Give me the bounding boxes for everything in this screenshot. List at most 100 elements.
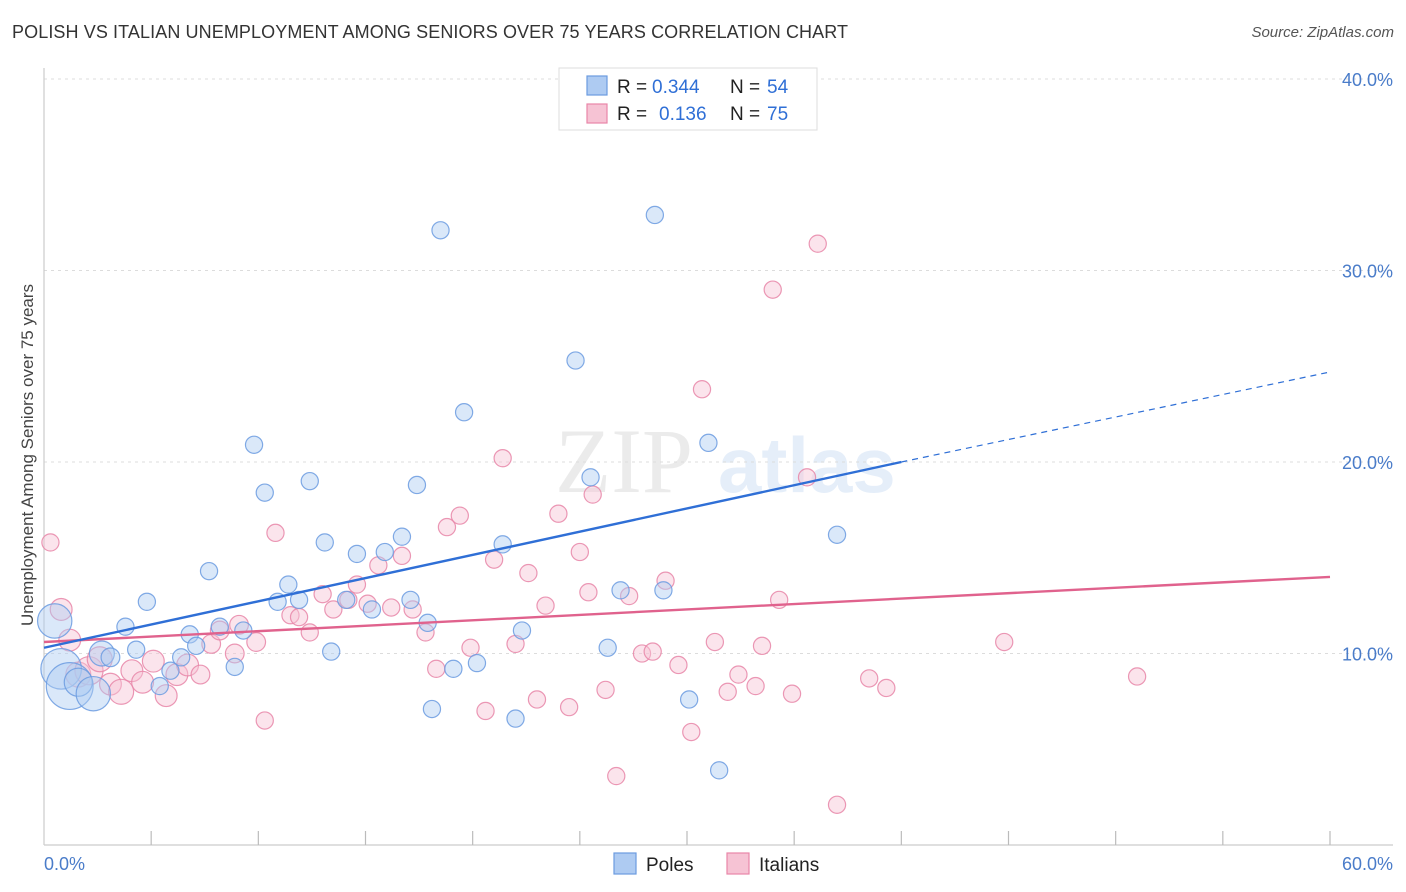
poles-point — [827, 525, 847, 544]
italians-point — [808, 234, 827, 253]
poles-point — [210, 617, 229, 636]
italians-point — [570, 542, 590, 562]
italians-point — [461, 638, 480, 657]
italians-point — [141, 649, 165, 673]
italians-point — [718, 682, 737, 701]
poles-point — [375, 542, 394, 562]
chart-title: POLISH VS ITALIAN UNEMPLOYMENT AMONG SEN… — [12, 22, 849, 42]
italians-point — [382, 598, 401, 617]
italians-point — [131, 670, 155, 694]
y-tick-label: 30.0% — [1342, 262, 1393, 282]
poles-point — [45, 662, 94, 711]
italians-point — [669, 655, 688, 675]
italians-point — [860, 669, 879, 688]
italians-point — [246, 632, 267, 652]
italians-point — [729, 665, 748, 684]
poles-point — [337, 590, 356, 610]
poles-point — [315, 533, 334, 552]
poles-point — [75, 675, 112, 712]
y-axis-tick-labels: 10.0% 20.0% 30.0% 40.0% — [1342, 70, 1393, 665]
poles-point — [279, 575, 298, 594]
x-axis-ticks — [150, 831, 1331, 845]
poles-point — [347, 544, 367, 564]
italians-point — [255, 711, 274, 730]
italians-point — [493, 448, 512, 468]
italians-point — [559, 697, 579, 717]
poles-point — [255, 483, 274, 502]
poles-trend-extension — [901, 371, 1331, 463]
italians-point — [746, 676, 765, 696]
legend-poles-n-label: N = — [730, 77, 760, 98]
italians-point — [154, 684, 178, 708]
poles-point — [186, 636, 206, 656]
poles-point — [100, 647, 121, 668]
poles-point — [512, 621, 532, 640]
poles-trend-line — [43, 460, 902, 649]
x-tick-label-min: 0.0% — [44, 854, 85, 874]
series-legend-swatch-poles — [613, 852, 637, 875]
poles-point — [645, 205, 665, 225]
series-legend-label-poles: Poles — [646, 855, 694, 876]
legend-poles-n-value: 54 — [767, 77, 789, 98]
poles-point — [300, 471, 319, 491]
legend-poles-r-label: R = — [617, 77, 647, 98]
poles-point — [126, 640, 146, 659]
italians-point — [209, 620, 230, 641]
poles-point — [506, 709, 525, 728]
y-axis-title: Unemployment Among Seniors over 75 years — [18, 284, 37, 626]
poles-point — [199, 561, 219, 581]
italians-point — [392, 546, 412, 566]
correlation-legend: R = 0.344 N = 54 R = 0.136 N = 75 — [558, 67, 818, 131]
axes — [43, 68, 1393, 846]
poles-point — [581, 468, 600, 487]
italians-point — [579, 583, 598, 602]
poles-point — [407, 475, 427, 495]
italians-point — [705, 632, 725, 652]
poles-point — [679, 690, 699, 709]
poles-point — [611, 581, 630, 600]
legend-italians-n-value: 75 — [767, 104, 788, 125]
italians-point — [450, 506, 469, 525]
x-tick-label-max: 60.0% — [1342, 854, 1393, 874]
italians-point — [190, 664, 211, 685]
poles-point — [36, 603, 73, 639]
poles-point — [322, 642, 341, 661]
italians-point — [313, 584, 332, 604]
italians-point — [519, 563, 538, 583]
italians-point — [224, 643, 245, 664]
series-legend-label-italians: Italians — [759, 855, 819, 876]
italians-point — [289, 607, 309, 627]
y-tick-label: 40.0% — [1342, 70, 1393, 90]
legend-swatch-poles — [586, 75, 608, 96]
italians-point — [437, 517, 457, 537]
legend-italians-r-label: R = — [617, 104, 647, 125]
poles-point — [454, 403, 474, 422]
poles-point — [116, 617, 135, 636]
italians-point — [682, 722, 701, 742]
italians-point — [583, 485, 602, 504]
italians-point — [692, 380, 712, 399]
series-legend-swatch-italians — [726, 852, 750, 875]
poles-point — [566, 351, 585, 370]
poles-point — [598, 638, 617, 657]
poles-point — [150, 676, 169, 696]
trend-lines — [43, 371, 1331, 649]
poles-point — [401, 590, 420, 610]
poles-points — [36, 102, 847, 780]
italians-points — [41, 234, 1147, 814]
italians-point — [1127, 667, 1147, 686]
italians-point — [549, 504, 568, 523]
y-tick-label: 10.0% — [1342, 645, 1393, 665]
italians-point — [752, 636, 772, 656]
poles-point — [422, 699, 442, 719]
italians-point — [596, 680, 615, 700]
poles-point — [362, 600, 382, 619]
poles-point — [392, 527, 412, 546]
italians-point — [607, 766, 626, 786]
italians-point — [266, 523, 285, 543]
italians-point — [763, 280, 782, 299]
gridlines — [44, 78, 1393, 654]
legend-poles-r-value: 0.344 — [652, 77, 700, 98]
italians-point — [300, 623, 319, 642]
